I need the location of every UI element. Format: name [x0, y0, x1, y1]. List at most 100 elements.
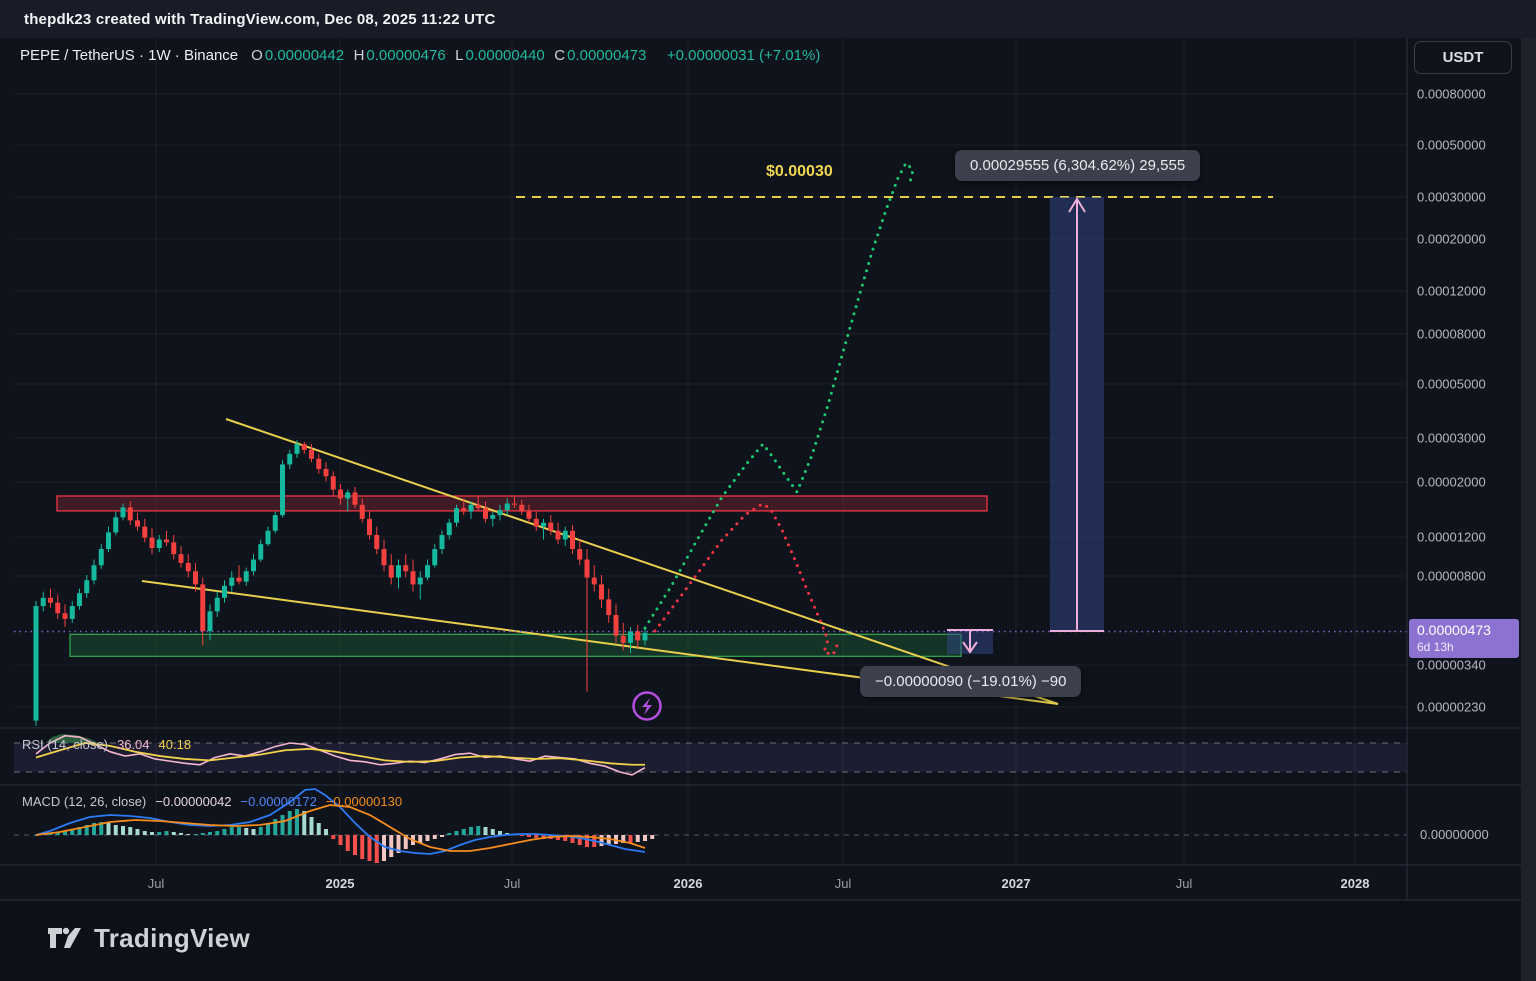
price-tick-label: 0.00000340	[1417, 657, 1486, 673]
candle-body	[301, 444, 307, 450]
ohlc-letter: L	[455, 47, 464, 64]
macd-histogram-bar	[570, 835, 575, 843]
macd-line-value: −0.00000172	[240, 794, 317, 809]
candle-body	[40, 597, 46, 607]
lightning-marker-circle	[632, 691, 662, 721]
macd-histogram-bar	[331, 835, 336, 839]
bearish-projection-path	[653, 502, 840, 657]
time-axis[interactable]	[0, 865, 1521, 900]
candle-body	[280, 464, 285, 516]
macd-histogram-bar	[643, 835, 647, 841]
candle-body	[243, 571, 249, 582]
macd-histogram-bar	[360, 835, 365, 859]
macd-histogram-bar	[316, 823, 321, 835]
candle-body	[178, 554, 184, 563]
candle-body	[62, 613, 68, 619]
chart-background[interactable]	[0, 38, 1536, 900]
measure-up-arrowhead	[1068, 197, 1086, 213]
ohlc-value: 0.00000440	[465, 47, 553, 64]
price-tick-label: 0.00030000	[1417, 189, 1486, 205]
macd-histogram-bar	[70, 829, 75, 835]
macd-histogram-bar	[106, 823, 111, 835]
ohlc-letter: H	[353, 47, 365, 64]
candle-body	[628, 631, 633, 643]
scrollbar-strip[interactable]	[1521, 38, 1536, 981]
candle-body	[106, 532, 111, 550]
time-tick-label: Jul	[147, 876, 165, 891]
macd-histogram-bar	[635, 835, 640, 842]
candle-body	[417, 577, 423, 585]
macd-histogram-bar	[63, 831, 67, 835]
candle-body	[98, 549, 104, 566]
macd-legend[interactable]: MACD (12, 26, close) −0.00000042 −0.0000…	[22, 794, 402, 809]
price-axis[interactable]	[1407, 38, 1521, 900]
macd-histogram-bar	[266, 823, 270, 835]
rsi-legend[interactable]: RSI (14, close) 36.04 40.18	[22, 737, 191, 752]
candle-body	[84, 580, 90, 594]
time-tick-label: 2025	[325, 876, 355, 891]
symbol-title[interactable]: PEPE / TetherUS · 1W · Binance	[20, 47, 239, 64]
macd-signal-line	[35, 804, 646, 852]
macd-label: MACD (12, 26, close)	[22, 794, 147, 809]
candle-body	[454, 508, 459, 523]
time-tick-label: 2028	[1340, 876, 1370, 891]
macd-histogram-bar	[92, 823, 96, 835]
rsi-line	[35, 734, 646, 776]
macd-histogram-bar	[215, 831, 220, 835]
macd-histogram-bar	[563, 835, 568, 841]
rsi-overbought-fill	[46, 734, 98, 743]
macd-histogram-bar	[389, 835, 394, 857]
rsi-value: 36.04	[116, 737, 150, 752]
candle-body	[149, 537, 155, 549]
candle-body	[519, 504, 525, 512]
candle-body	[338, 489, 343, 499]
candle-body	[577, 549, 583, 560]
ohlc-value: 0.00000442	[264, 47, 352, 64]
candle-body	[127, 507, 133, 521]
symbol-legend[interactable]: PEPE / TetherUS · 1W · Binance O 0.000004…	[20, 47, 820, 64]
macd-histogram-bar	[99, 822, 104, 835]
candle-body	[345, 492, 351, 499]
macd-histogram-bar	[200, 833, 205, 835]
candle-body	[200, 584, 206, 632]
current-price-label: 0.00000473 6d 13h	[1409, 619, 1519, 658]
candle-body	[367, 518, 372, 536]
macd-histogram-bar	[157, 832, 162, 835]
macd-histogram-bar	[447, 833, 452, 835]
watermark-text: thepdk23 created with TradingView.com, D…	[24, 10, 496, 28]
price-tick-label: 0.00012000	[1417, 283, 1486, 299]
candle-body	[570, 530, 575, 550]
candle-body	[620, 635, 626, 643]
candle-body	[504, 503, 510, 511]
ohlc-value: 0.00000476	[366, 47, 454, 64]
candle-body	[229, 577, 235, 586]
candle-body	[352, 492, 358, 505]
candle-body	[258, 544, 264, 560]
candle-body	[432, 549, 438, 566]
currency-toggle-button[interactable]: USDT	[1414, 41, 1512, 74]
price-tick-label: 0.00005000	[1417, 376, 1486, 392]
candle-body	[330, 476, 336, 490]
macd-histogram-bar	[374, 835, 379, 863]
candle-body	[193, 571, 198, 585]
candle-body	[120, 507, 126, 518]
candle-body	[359, 504, 365, 519]
candle-body	[396, 565, 401, 578]
macd-histogram-bar	[186, 834, 191, 835]
ohlc-letter: C	[554, 47, 566, 64]
candle-body	[483, 508, 488, 519]
candle-body	[142, 526, 148, 538]
macd-histogram-bar	[577, 835, 582, 845]
candle-body	[48, 597, 53, 603]
macd-histogram-bar	[222, 829, 227, 835]
candle-body	[91, 565, 97, 581]
candle-body	[156, 539, 162, 549]
target-price-text[interactable]: $0.00030	[766, 163, 833, 180]
candle-body	[222, 585, 227, 598]
candle-body	[410, 571, 416, 585]
price-tick-label: 0.00020000	[1417, 231, 1486, 247]
candle-body	[207, 611, 213, 632]
tradingview-logo[interactable]: TradingView	[46, 920, 250, 956]
